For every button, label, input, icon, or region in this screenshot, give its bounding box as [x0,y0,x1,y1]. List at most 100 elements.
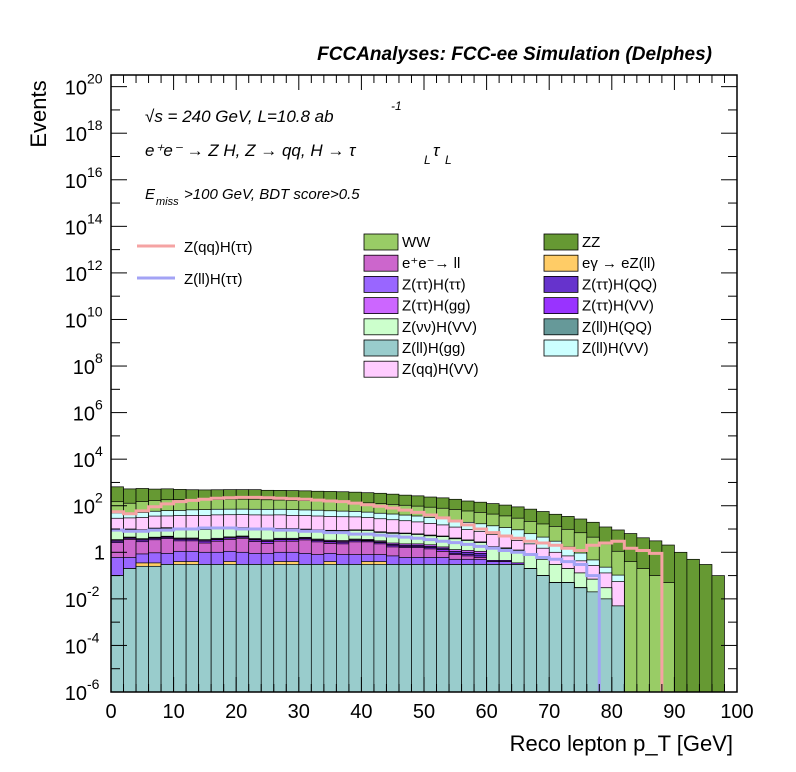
y-tick-base: 10 [65,310,87,332]
y-tick-exponent: 18 [87,117,103,133]
y-tick-label: 10 12 [65,257,103,286]
legend-swatch-z-h-vv [363,318,399,336]
plot-area [110,486,725,693]
legend-label: Z(ll)H(ττ) [184,271,243,288]
bar-ww [661,582,675,693]
bar-z-ll-h-gg [210,564,225,693]
bar-zz [711,575,725,693]
y-tick-label: 10 2 [73,490,103,519]
bar-zz [686,558,700,693]
x-tick-label: 90 [663,701,685,723]
legend-label: Z(ll)H(gg) [402,340,465,357]
legend-swatch-z-h-qq [543,275,579,293]
bar-z-ll-h-gg [611,605,625,693]
y-tick-label: 1 [94,542,105,564]
bar-z-ll-h-gg [123,568,137,693]
bar-z-ll-h-gg [198,564,212,693]
y-tick-exponent: 14 [87,210,103,226]
bar-z-ll-h-gg [310,564,325,693]
legend-label: Z(qq)H(ττ) [184,239,253,256]
y-tick-base: 10 [73,450,95,472]
y-tick-label: 10 18 [65,117,103,146]
bar-z-ll-h-gg [436,564,450,693]
x-tick-label: 50 [413,701,435,723]
process-tau2: τ [433,141,441,160]
signal-line-z-qq-h [111,495,664,692]
x-tick-label: 10 [162,701,184,723]
bar-z-ll-h-gg [323,564,337,693]
y-tick-base: 10 [65,78,87,100]
y-tick-base: 10 [73,357,95,379]
x-tick-label: 40 [350,701,372,723]
process-sub1: L [424,153,431,167]
bar-zz [674,551,688,693]
legend-swatch-z-ll-h-gg [363,339,399,357]
y-tick-base: 10 [65,590,87,612]
signal-line-z-ll-h [111,526,601,692]
legend: Z(qq)H(ττ) Z(ll)H(ττ) WW ZZ e⁺e⁻→ ll eγ → eZ(… [137,233,657,378]
cut-sub: miss [156,196,179,208]
legend-swatch-z-h-vv [543,297,579,315]
process-text: e⁺e⁻ → Z H, Z → qq, H → τ [145,141,357,160]
legend-label: Z(ττ)H(ττ) [402,276,466,293]
legend-label: ZZ [582,234,600,251]
y-tick-base: 10 [73,404,95,426]
stack-z-ll-h-gg [110,564,625,693]
energy-sup: -1 [391,99,402,113]
legend-label: Z(qq)H(VV) [402,361,479,378]
y-tick-exponent: 16 [87,164,103,180]
legend-swatch-e-ez-ll [543,254,579,272]
bar-z-ll-h-gg [185,564,199,693]
legend-label: WW [402,234,431,251]
x-tick-label: 30 [288,701,310,723]
bar-z-ll-h-gg [548,582,563,693]
bar-z-ll-h-gg [386,564,400,693]
legend-label: Z(ττ)H(gg) [402,298,471,315]
y-tick-exponent: 8 [95,350,103,366]
y-tick-label: 10 -4 [65,629,100,658]
energy-text: √s = 240 GeV, L=10.8 ab [145,107,334,126]
bar-ww [636,568,650,693]
x-tick-label: 0 [105,701,116,723]
bar-z-ll-h-gg [361,564,375,693]
legend-label: Z(ττ)H(QQ) [582,276,657,293]
y-tick-label: 10 4 [73,443,103,472]
annotation-process: e⁺e⁻ → Z H, Z → qq, H → τ L τ L [145,141,452,167]
legend-swatch-z-h [363,275,399,293]
bar-z-ll-h-gg [598,598,613,693]
y-tick-label: 10 20 [65,71,103,100]
bar-z-ll-h-gg [486,564,500,693]
bar-z-ll-h-gg [411,564,425,693]
bar-z-ll-h-gg [148,565,162,693]
bar-z-ll-h-gg [285,564,300,693]
y-tick-label: 10 16 [65,164,103,193]
y-tick-label: 10 14 [65,210,103,239]
legend-swatch-zz [543,233,579,251]
y-tick-exponent: -2 [87,583,100,599]
bar-z-ll-h-gg [223,564,237,693]
bar-z-ll-h-gg [511,564,525,693]
bar-z-ll-h-gg [473,564,487,693]
bar-z-ll-h-gg [561,582,575,693]
y-tick-exponent: 20 [87,71,103,87]
legend-label: Z(νν)H(VV) [402,319,477,336]
bar-z-ll-h-gg [160,564,174,693]
x-tick-label: 80 [601,701,623,723]
y-tick-exponent: 10 [87,303,103,319]
bar-z-ll-h-gg [248,564,262,693]
y-tick-exponent: 4 [95,443,103,459]
legend-label: e⁺e⁻→ ll [402,255,460,272]
bar-z-ll-h-gg [135,565,149,693]
y-tick-label: 10 -6 [65,676,100,705]
cut-post: >100 GeV, BDT score>0.5 [184,186,360,203]
legend-label: Z(ττ)H(VV) [582,298,654,315]
bar-z-ll-h-gg [336,564,350,693]
x-tick-label: 100 [720,701,753,723]
bar-z-ll-h-gg [498,564,512,693]
bar-z-ll-h-gg [573,587,588,693]
bar-z-ll-h-gg [273,564,287,693]
y-tick-exponent: 6 [95,397,103,413]
y-tick-label: 10 10 [65,303,103,332]
y-tick-exponent: 2 [95,490,103,506]
